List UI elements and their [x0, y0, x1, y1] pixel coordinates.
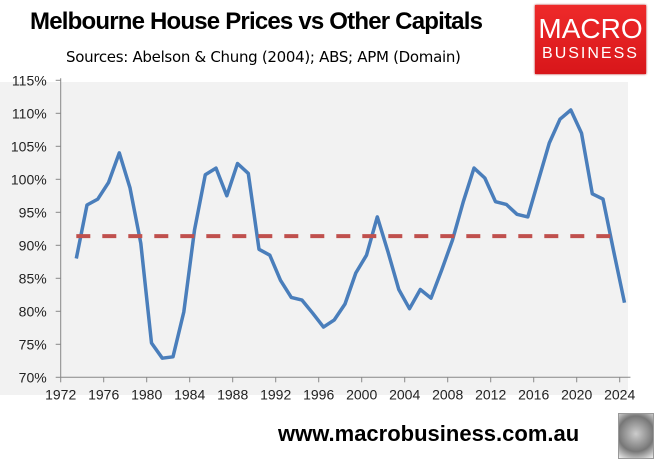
- logo-line2: BUSINESS: [542, 45, 639, 62]
- melbourne-series-line: [74, 108, 627, 360]
- x-tick-label: 1976: [88, 386, 119, 402]
- footer-url: www.macrobusiness.com.au: [278, 421, 580, 446]
- x-tick-label: 1972: [45, 386, 76, 402]
- x-tick-label: 2016: [518, 386, 549, 402]
- plot-background: [0, 82, 628, 395]
- x-tick-label: 2008: [432, 386, 463, 402]
- macrobusiness-logo: MACRO BUSINESS: [535, 5, 646, 74]
- y-tick-label: 75%: [19, 336, 47, 352]
- y-tick-label: 95%: [19, 204, 47, 220]
- wolf-icon: [618, 413, 654, 459]
- x-tick-label: 1988: [217, 386, 248, 402]
- x-tick-label: 1980: [131, 386, 162, 402]
- y-tick-label: 90%: [19, 237, 47, 253]
- x-tick-label: 2012: [475, 386, 506, 402]
- chart-title: Melbourne House Prices vs Other Capitals: [30, 8, 483, 35]
- y-tick-label: 100%: [11, 171, 47, 187]
- y-tick-label: 110%: [12, 105, 47, 121]
- x-tick-label: 2000: [346, 386, 377, 402]
- x-tick-label: 1996: [303, 386, 334, 402]
- x-tick-label: 2024: [604, 386, 635, 402]
- x-tick-label: 2020: [561, 386, 592, 402]
- y-tick-label: 85%: [19, 270, 47, 286]
- chart-subtitle: Sources: Abelson & Chung (2004); ABS; AP…: [66, 48, 461, 66]
- x-tick-label: 2004: [389, 386, 420, 402]
- y-tick-label: 80%: [19, 303, 47, 319]
- x-tick-label: 1992: [260, 386, 291, 402]
- y-tick-label: 70%: [19, 369, 47, 385]
- y-tick-label: 115%: [12, 72, 47, 88]
- logo-line1: MACRO: [538, 13, 643, 44]
- y-tick-label: 105%: [11, 138, 47, 154]
- x-tick-label: 1984: [174, 386, 205, 402]
